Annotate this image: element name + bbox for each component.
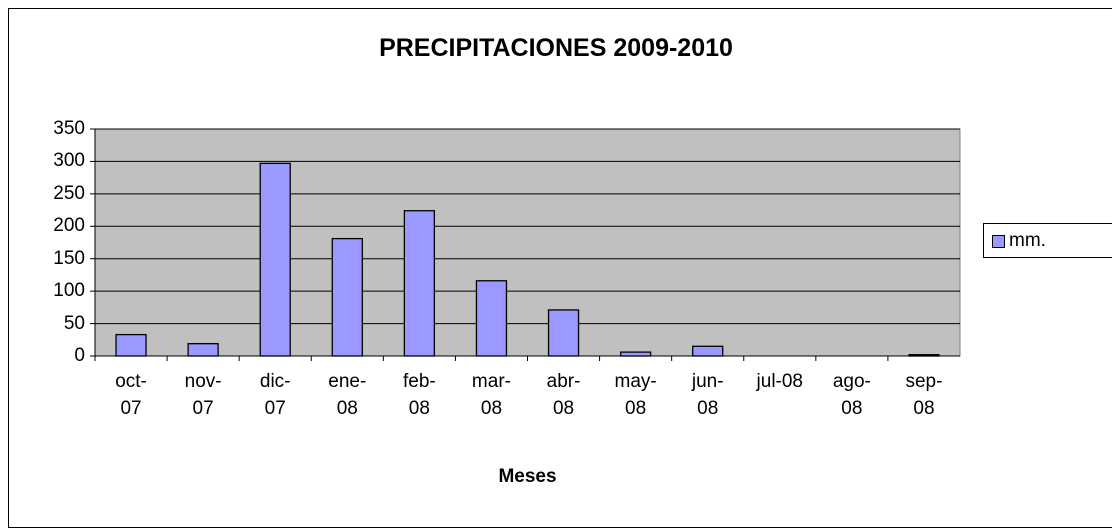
y-tick-label: 0	[74, 345, 85, 366]
x-tick-label: oct-07	[115, 371, 147, 419]
x-axis-label: Meses	[498, 466, 557, 487]
bar	[259, 162, 291, 357]
y-tick-label: 200	[53, 215, 85, 237]
bar	[692, 345, 724, 357]
x-tick-label: sep-08	[905, 371, 943, 419]
y-tick-label: 350	[53, 118, 85, 139]
plot-area	[94, 128, 961, 357]
bar	[187, 343, 219, 357]
x-tick-label: ago-08	[832, 371, 871, 419]
bar	[547, 309, 580, 357]
bar	[403, 210, 436, 357]
legend: mm.	[983, 223, 1112, 258]
y-tick-label: 300	[53, 150, 85, 172]
x-tick-label: abr-08	[546, 371, 581, 419]
x-tick-label: jun-08	[691, 371, 724, 419]
chart-title: PRECIPITACIONES 2009-2010	[379, 34, 733, 62]
legend-swatch	[992, 235, 1005, 248]
x-tick-label: jul-08	[756, 371, 804, 392]
x-tick-label: ene-08	[328, 371, 367, 419]
bar	[331, 237, 363, 357]
x-tick-label: feb-08	[403, 371, 436, 419]
y-tick-label: 100	[53, 280, 85, 302]
x-tick-label: mar-08	[471, 371, 511, 419]
x-tick-label: dic-07	[259, 371, 291, 419]
bar	[908, 354, 940, 357]
bar	[115, 333, 147, 357]
bar	[619, 351, 652, 357]
plot	[90, 128, 961, 361]
y-tick-label: 250	[53, 182, 85, 204]
x-tick-label: may-08	[614, 371, 657, 419]
bar	[475, 280, 508, 357]
x-tick-label: nov-07	[184, 371, 222, 419]
y-tick-label: 50	[63, 312, 85, 334]
legend-label: mm.	[1009, 230, 1046, 251]
y-tick-label: 150	[53, 247, 85, 269]
